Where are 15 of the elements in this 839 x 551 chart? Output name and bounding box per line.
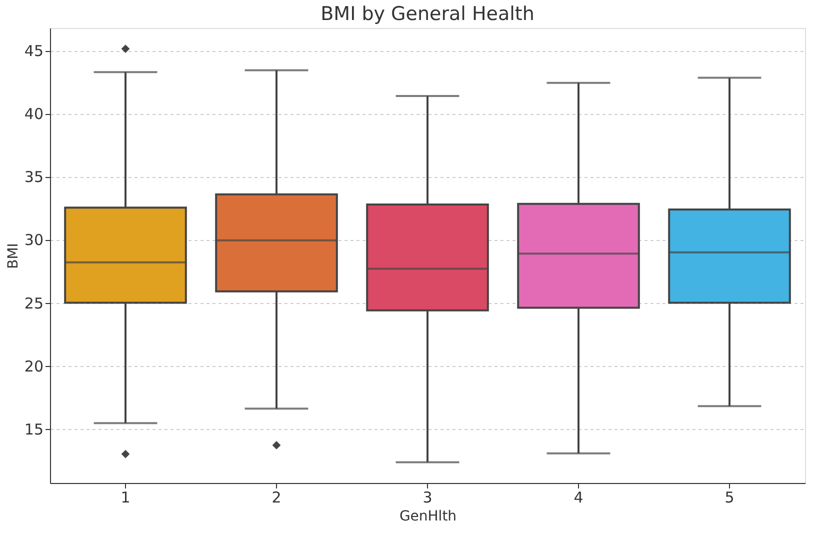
chart-title: BMI by General Health [320, 3, 534, 25]
x-tick-label: 2 [272, 488, 282, 506]
y-tick-label: 35 [24, 168, 44, 186]
y-tick-label: 30 [24, 231, 44, 250]
y-tick-label: 20 [24, 357, 44, 376]
x-tick-label: 3 [422, 488, 432, 506]
x-tick-label: 4 [574, 488, 584, 506]
y-axis-title: BMI [5, 243, 22, 269]
x-tick-label: 5 [724, 488, 734, 506]
y-tick-label: 25 [24, 294, 44, 312]
x-tick-label: 1 [120, 488, 130, 506]
y-tick-label: 40 [24, 105, 44, 124]
y-tick-label: 45 [24, 42, 44, 60]
y-tick-label: 15 [24, 420, 44, 438]
x-axis-title: GenHlth [399, 508, 457, 524]
